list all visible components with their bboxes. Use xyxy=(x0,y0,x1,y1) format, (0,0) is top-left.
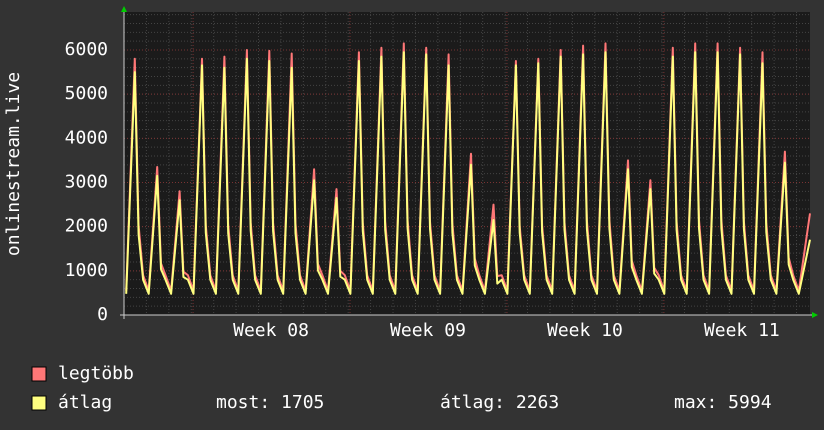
y-tick-label: 1000 xyxy=(65,260,108,281)
legend-swatch xyxy=(31,395,47,411)
x-tick-label: Week 10 xyxy=(547,320,623,341)
y-tick-label: 4000 xyxy=(65,127,108,148)
x-tick-label: Week 11 xyxy=(704,320,780,341)
y-tick-label: 0 xyxy=(97,304,108,325)
y-arrow xyxy=(121,6,127,12)
legend-label: átlag xyxy=(58,392,112,413)
legend-stat: átlag: 2263 xyxy=(440,392,559,413)
legend-swatch xyxy=(31,366,47,382)
x-tick-label: Week 08 xyxy=(233,320,309,341)
x-tick-label: Week 09 xyxy=(390,320,466,341)
y-tick-label: 3000 xyxy=(65,171,108,192)
y-tick-label: 2000 xyxy=(65,216,108,237)
y-tick-label: 6000 xyxy=(65,39,108,60)
series-line xyxy=(125,51,811,295)
y-tick-label: 5000 xyxy=(65,83,108,104)
x-arrow xyxy=(812,312,818,318)
legend-stat: max: 5994 xyxy=(674,392,772,413)
legend-stat: most: 1705 xyxy=(216,392,324,413)
legend-label: legtöbb xyxy=(58,363,134,384)
y-axis-label: onlinestream.live xyxy=(3,72,24,256)
